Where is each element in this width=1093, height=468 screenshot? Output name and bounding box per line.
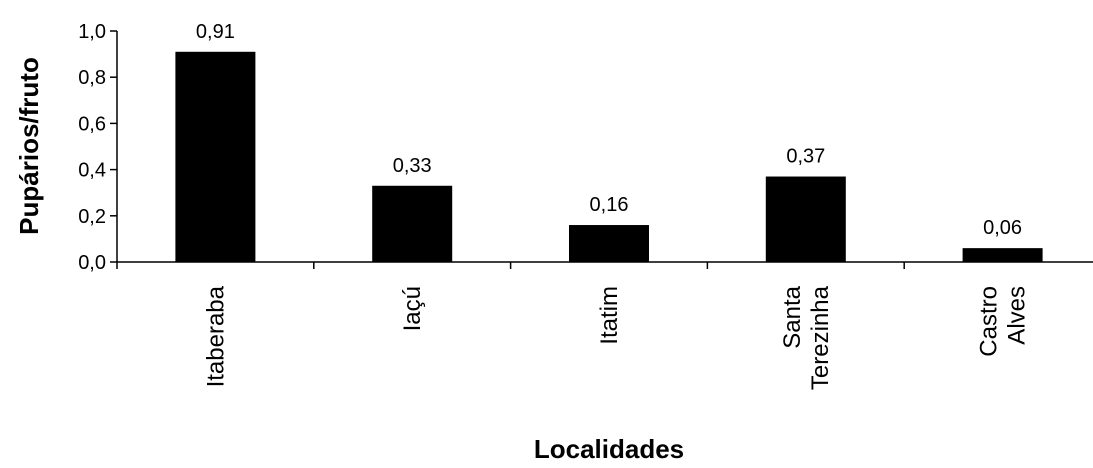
x-category-label: Castro (976, 286, 1003, 357)
data-label: 0,91 (196, 21, 235, 43)
data-label: 0,16 (590, 194, 629, 216)
x-category-label: Iaçú (399, 286, 426, 331)
y-tick-label: 0,0 (78, 252, 106, 274)
x-category-label: Alves (1004, 286, 1031, 345)
x-category-label: Santa (779, 285, 806, 348)
bar (175, 51, 256, 262)
data-label: 0,37 (786, 146, 825, 168)
x-category-label: Terezinha (807, 285, 834, 390)
bar (962, 248, 1043, 262)
y-tick-label: 0,2 (78, 206, 106, 228)
x-category-label: Itaberaba (202, 285, 229, 387)
y-tick-label: 1,0 (78, 21, 106, 43)
bar (765, 176, 846, 262)
y-axis-title: Pupários/fruto (14, 57, 44, 235)
data-label: 0,33 (393, 155, 432, 177)
y-tick-label: 0,4 (78, 160, 106, 182)
x-axis-title: Localidades (534, 434, 684, 464)
y-tick-label: 0,8 (78, 67, 106, 89)
bar (569, 225, 649, 262)
data-label: 0,06 (983, 217, 1022, 239)
x-category-label: Itatim (596, 286, 623, 345)
y-tick-label: 0,6 (78, 113, 106, 135)
bar (372, 185, 453, 262)
plot-area: 0,0 0,2 0,4 0,6 0,8 1,0 0,91 Itaberaba 0,33 Iaçú 0… (78, 21, 1093, 390)
